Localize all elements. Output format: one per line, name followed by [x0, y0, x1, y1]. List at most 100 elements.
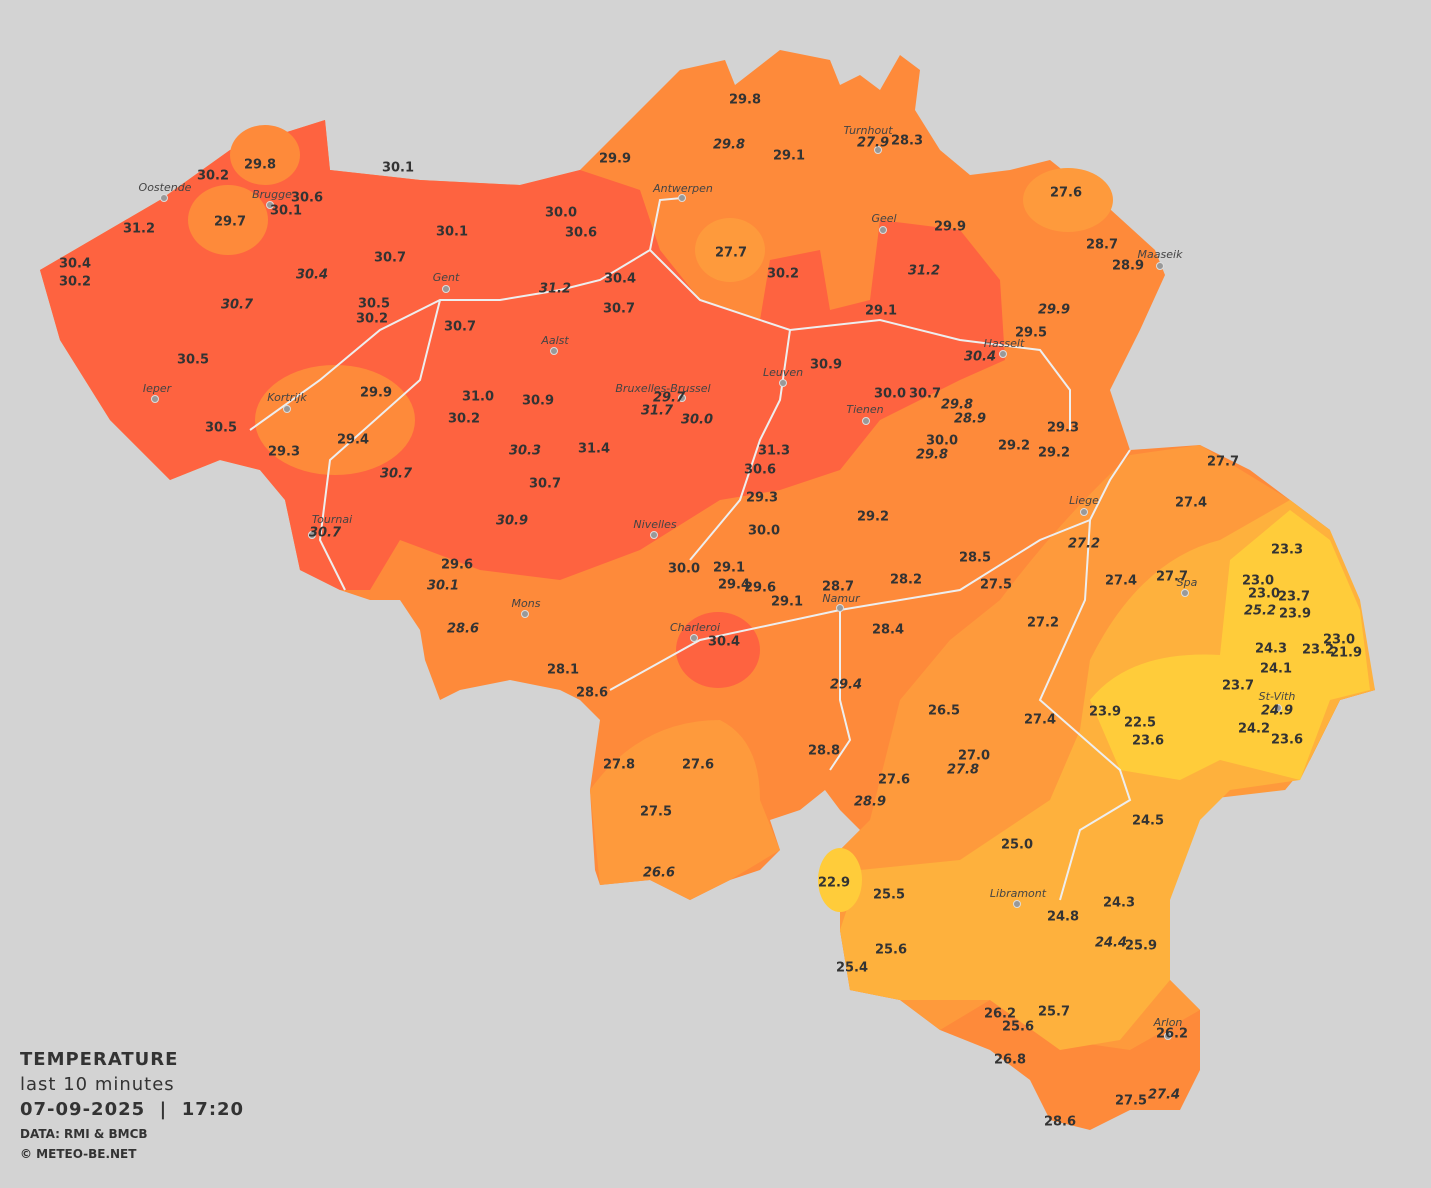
temperature-reading: 29.1: [865, 304, 897, 319]
city-name: Tournai: [312, 513, 352, 526]
temperature-reading: 27.5: [640, 805, 672, 820]
temperature-reading: 26.2: [984, 1007, 1016, 1022]
city-name: Nivelles: [633, 518, 676, 531]
river: [829, 610, 852, 771]
temperature-reading: 25.0: [1001, 838, 1033, 853]
temperature-reading: 28.4: [872, 623, 904, 638]
city-name: Tienen: [846, 403, 883, 416]
city-name: Oostende: [139, 181, 192, 194]
temperature-reading-secondary: 29.8: [713, 138, 745, 153]
city-name: Geel: [871, 212, 896, 225]
temperature-reading: 24.8: [1047, 910, 1079, 925]
city-name: Turnhout: [843, 124, 893, 137]
city-name: Leuven: [763, 366, 803, 379]
city-dot: [283, 405, 291, 413]
temperature-reading-secondary: 25.2: [1244, 604, 1276, 619]
city-dot: [1164, 1032, 1172, 1040]
city-name: Bruxelles-Brussel: [615, 382, 710, 395]
city-name: Liege: [1069, 494, 1099, 507]
temperature-reading: 27.7: [715, 246, 747, 261]
city-dot: [266, 201, 274, 209]
temperature-reading: 27.4: [1175, 496, 1207, 511]
temperature-reading: 29.1: [713, 561, 745, 576]
temperature-reading: 23.7: [1222, 679, 1254, 694]
temperature-reading-secondary: 30.7: [380, 467, 413, 482]
city-name: Hasselt: [984, 337, 1025, 350]
temperature-reading-secondary: 29.8: [916, 448, 948, 463]
temperature-reading: 30.0: [926, 434, 958, 449]
temperature-reading-secondary: 30.7: [309, 526, 342, 541]
temperature-reading: 27.6: [878, 773, 910, 788]
temperature-reading: 30.7: [529, 477, 561, 492]
temperature-reading: 29.4: [718, 578, 750, 593]
temperature-reading: 27.4: [1105, 574, 1137, 589]
temperature-reading: 29.9: [934, 220, 966, 235]
temperature-reading: 27.7: [1207, 455, 1239, 470]
temperature-reading-secondary: 30.1: [427, 579, 459, 594]
temperature-reading: 24.3: [1255, 642, 1287, 657]
temperature-reading-secondary: 31.2: [908, 264, 940, 279]
city-dot: [550, 347, 558, 355]
temperature-reading: 27.2: [1027, 616, 1059, 631]
temperature-reading: 28.7: [1086, 238, 1118, 253]
temperature-reading: 28.2: [890, 573, 922, 588]
temperature-reading: 31.4: [578, 442, 610, 457]
river: [1038, 519, 1132, 901]
city-dot: [521, 610, 529, 618]
temperature-reading-secondary: 28.9: [954, 412, 986, 427]
zone-hot: [40, 120, 1005, 590]
legend-subtitle: last 10 minutes: [20, 1074, 175, 1095]
legend-datetime: 07-09-2025 | 17:20: [20, 1099, 244, 1120]
river: [689, 329, 791, 561]
temperature-reading-secondary: 27.2: [1068, 537, 1100, 552]
zone-warm: [188, 185, 268, 255]
city-name: Kortrijk: [267, 391, 307, 404]
temperature-reading: 28.1: [547, 663, 579, 678]
temperature-reading: 29.2: [998, 439, 1030, 454]
river: [318, 299, 441, 591]
river: [249, 197, 683, 431]
city-name: Charleroi: [670, 621, 720, 634]
city-dot: [160, 194, 168, 202]
temperature-reading: 30.1: [436, 225, 468, 240]
temperature-reading: 21.9: [1330, 646, 1362, 661]
temperature-reading: 28.6: [576, 686, 608, 701]
temperature-reading-secondary: 30.4: [296, 268, 328, 283]
temperature-reading: 28.8: [808, 744, 840, 759]
temperature-reading: 27.0: [958, 749, 990, 764]
city-name: St-Vith: [1259, 690, 1296, 703]
temperature-reading: 29.2: [857, 510, 889, 525]
city-dot: [442, 285, 450, 293]
temperature-reading-secondary: 29.8: [941, 398, 973, 413]
temperature-reading: 25.6: [875, 943, 907, 958]
temperature-reading: 30.4: [59, 257, 91, 272]
zone-warm: [255, 365, 415, 475]
city-dot: [999, 350, 1007, 358]
temperature-reading-secondary: 31.2: [539, 282, 571, 297]
temperature-reading: 30.7: [909, 387, 941, 402]
zone-coolest: [1090, 510, 1370, 780]
city-dot: [879, 226, 887, 234]
temperature-reading: 27.6: [682, 758, 714, 773]
temperature-reading: 29.5: [1015, 326, 1047, 341]
temperature-reading: 23.3: [1271, 543, 1303, 558]
temperature-reading: 30.4: [708, 635, 740, 650]
temperature-reading: 26.5: [928, 704, 960, 719]
temperature-reading-secondary: 30.4: [964, 350, 996, 365]
temperature-reading: 27.8: [603, 758, 635, 773]
city-dot: [1274, 704, 1282, 712]
city-name: Mons: [512, 597, 541, 610]
temperature-reading: 30.7: [603, 302, 635, 317]
temperature-reading: 25.7: [1038, 1005, 1070, 1020]
temperature-reading: 23.9: [1089, 705, 1121, 720]
temperature-reading: 28.7: [822, 580, 854, 595]
temperature-reading: 30.0: [874, 387, 906, 402]
temperature-reading: 23.0: [1323, 633, 1355, 648]
temperature-reading: 27.7: [1156, 570, 1188, 585]
city-dot: [874, 146, 882, 154]
temperature-reading-secondary: 30.9: [496, 514, 528, 529]
city-name: Gent: [433, 271, 460, 284]
temperature-reading: 29.6: [744, 581, 776, 596]
temperature-reading: 30.6: [744, 463, 776, 478]
temperature-reading: 22.9: [818, 876, 850, 891]
